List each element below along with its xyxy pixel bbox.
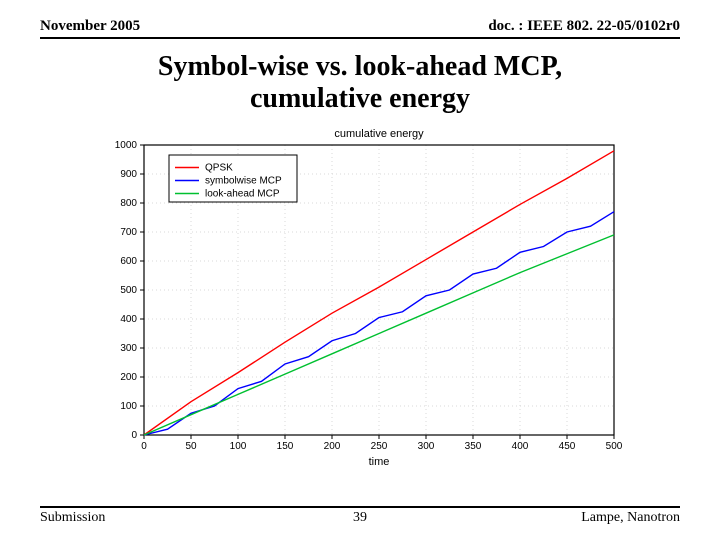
header-bar: November 2005 doc. : IEEE 802. 22-05/010… <box>40 18 680 39</box>
svg-text:200: 200 <box>120 372 137 383</box>
svg-text:1000: 1000 <box>115 140 138 151</box>
svg-text:300: 300 <box>418 441 435 452</box>
footer-bar: Submission 39 Lampe, Nanotron <box>40 506 680 526</box>
footer-right: Lampe, Nanotron <box>581 510 680 526</box>
svg-text:symbolwise MCP: symbolwise MCP <box>205 176 282 187</box>
footer-left: Submission <box>40 510 105 526</box>
svg-text:300: 300 <box>120 343 137 354</box>
svg-text:500: 500 <box>606 441 623 452</box>
title-line-1: Symbol-wise vs. look-ahead MCP, <box>40 51 680 83</box>
header-docref: doc. : IEEE 802. 22-05/0102r0 <box>488 18 680 35</box>
svg-text:600: 600 <box>120 256 137 267</box>
svg-text:250: 250 <box>371 441 388 452</box>
svg-text:look-ahead MCP: look-ahead MCP <box>205 189 280 200</box>
svg-text:cumulative energy: cumulative energy <box>334 128 424 140</box>
svg-text:350: 350 <box>465 441 482 452</box>
chart-container: 0 50 100 150 200 250 300 350 400 450 500 0 100 200 300… <box>40 123 680 506</box>
svg-text:200: 200 <box>324 441 341 452</box>
svg-text:0: 0 <box>141 441 147 452</box>
svg-text:100: 100 <box>120 401 137 412</box>
svg-text:400: 400 <box>512 441 529 452</box>
svg-text:500: 500 <box>120 285 137 296</box>
svg-text:100: 100 <box>230 441 247 452</box>
svg-text:900: 900 <box>120 169 137 180</box>
footer-page: 39 <box>353 510 367 526</box>
svg-text:time: time <box>369 456 390 468</box>
title-line-2: cumulative energy <box>40 83 680 115</box>
slide-title: Symbol-wise vs. look-ahead MCP, cumulati… <box>40 51 680 115</box>
svg-text:450: 450 <box>559 441 576 452</box>
header-date: November 2005 <box>40 18 140 35</box>
svg-text:150: 150 <box>277 441 294 452</box>
svg-text:0: 0 <box>131 430 137 441</box>
svg-text:400: 400 <box>120 314 137 325</box>
svg-text:800: 800 <box>120 198 137 209</box>
svg-text:50: 50 <box>185 441 197 452</box>
svg-text:700: 700 <box>120 227 137 238</box>
svg-text:QPSK: QPSK <box>205 163 233 174</box>
cumulative-energy-chart: 0 50 100 150 200 250 300 350 400 450 500 0 100 200 300… <box>96 123 624 469</box>
